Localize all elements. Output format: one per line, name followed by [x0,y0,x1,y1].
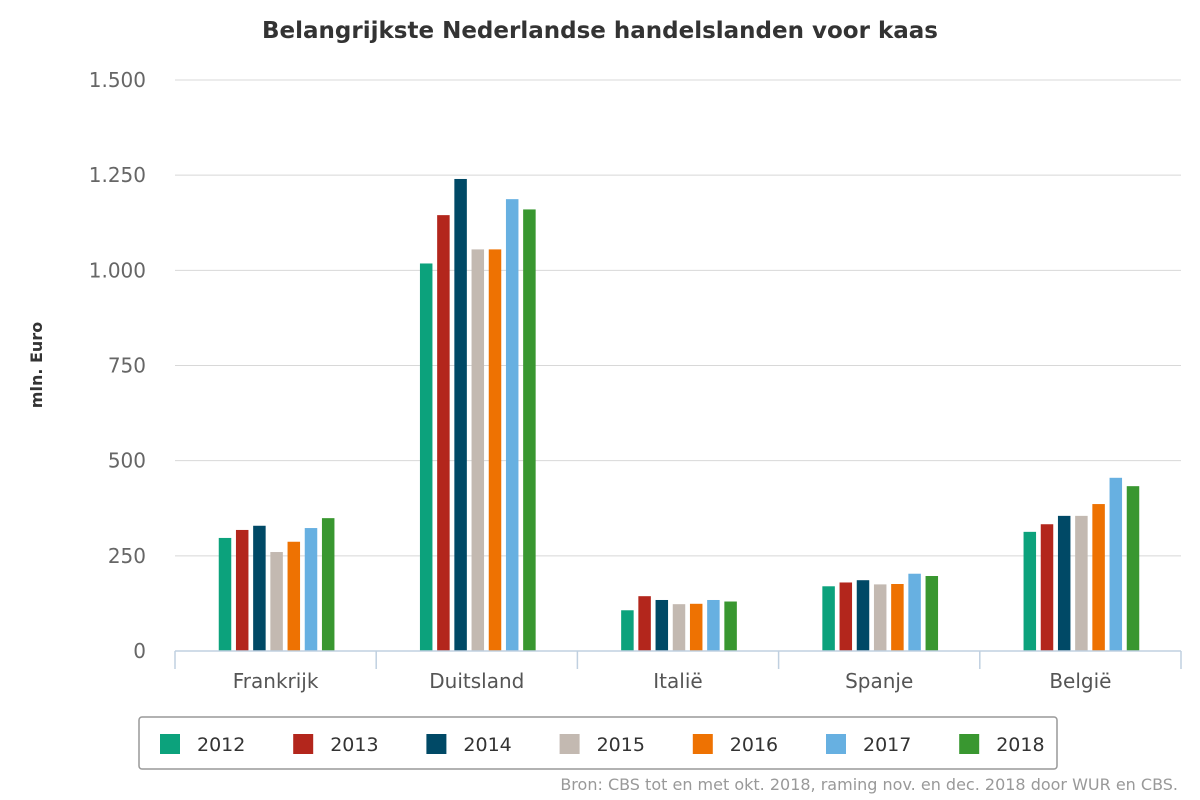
x-tick-label: Italië [653,669,702,693]
bar-2018-duitsland [523,209,536,651]
legend-swatch-2017 [826,734,846,754]
y-tick-label: 1.000 [89,258,146,282]
bar-2018-belgië [1126,486,1140,651]
chart-title: Belangrijkste Nederlandse handelslanden … [262,18,938,44]
bar-2016-spanje [891,584,904,651]
bar-2017-belgië [1109,477,1123,651]
legend-swatch-2014 [426,734,447,754]
x-axis: Frankrijk Duitsland Italië Spanje België [174,650,1182,693]
x-tick-label: België [1049,669,1111,693]
bar-2015-spanje [873,584,887,651]
bar-2018-italië [724,601,737,651]
bar-2013-spanje [839,582,853,651]
bars [218,178,1140,652]
bar-2016-italië [689,603,703,651]
bar-2014-duitsland [454,178,467,651]
legend-swatch-2012 [160,734,180,754]
gridlines [175,79,1181,557]
bar-2012-frankrijk [218,537,232,651]
y-tick-label: 500 [108,449,146,473]
bar-2016-duitsland [488,249,502,651]
bar-2014-italië [655,599,669,651]
legend-swatch-2018 [959,734,980,754]
bar-2015-duitsland [471,249,485,651]
y-tick-label: 250 [108,544,146,568]
y-axis-title: mln. Euro [27,322,46,408]
bar-2014-spanje [856,580,870,651]
legend-label: 2016 [730,734,778,756]
bar-2012-spanje [822,586,835,651]
bar-2017-spanje [908,573,921,651]
bar-2016-belgië [1092,504,1105,651]
y-tick-label: 750 [108,354,146,378]
bar-2018-spanje [925,576,939,651]
bar-2016-frankrijk [287,541,301,651]
legend-label: 2018 [996,734,1044,756]
y-tick-label: 1.250 [89,163,146,187]
bar-2018-frankrijk [321,518,335,651]
legend-label: 2017 [863,734,911,756]
legend-box [138,716,1058,770]
bar-2015-frankrijk [270,552,283,651]
x-tick-label: Duitsland [429,669,524,693]
bar-2014-frankrijk [253,525,266,651]
bar-2013-frankrijk [235,529,249,651]
legend-label: 2014 [463,734,511,756]
bar-2014-belgië [1057,515,1071,651]
bar-2013-italië [638,596,651,651]
bar-2017-italië [707,599,720,651]
bar-2013-duitsland [437,215,450,652]
legend: 2012 2013 2014 2015 2016 2017 2018 [138,716,1058,770]
x-tick-label: Spanje [845,669,913,693]
bar-2012-belgië [1023,531,1037,651]
legend-label: 2012 [197,734,245,756]
source-credit: Bron: CBS tot en met okt. 2018, raming n… [560,775,1178,794]
legend-label: 2015 [597,734,645,756]
legend-swatch-2013 [293,734,314,754]
bar-2013-belgië [1040,524,1054,651]
legend-swatch-2015 [559,734,580,754]
bar-2015-italië [672,604,686,651]
x-tick-label: Frankrijk [233,669,319,693]
bar-2017-frankrijk [304,528,318,651]
y-axis-ticks: 0 250 500 750 1.000 1.250 1.500 [89,68,146,663]
bar-2012-italië [621,610,634,651]
legend-label: 2013 [330,734,378,756]
y-tick-label: 0 [133,639,146,663]
legend-swatch-2016 [692,734,713,754]
bar-2015-belgië [1075,515,1088,651]
y-tick-label: 1.500 [89,68,146,92]
bar-2017-duitsland [505,199,519,651]
bar-2012-duitsland [419,263,433,651]
